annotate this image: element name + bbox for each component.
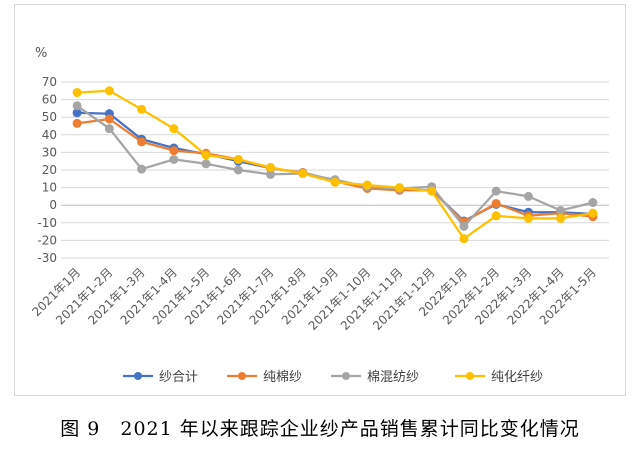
legend-label: 纯棉纱 bbox=[263, 370, 302, 385]
data-point bbox=[588, 208, 598, 218]
data-point bbox=[394, 183, 404, 193]
data-point bbox=[104, 86, 114, 96]
data-point bbox=[104, 124, 114, 134]
y-tick-label: -30 bbox=[37, 251, 57, 265]
y-tick-label: -20 bbox=[37, 233, 57, 247]
data-point bbox=[588, 198, 598, 208]
data-point bbox=[233, 154, 243, 164]
legend-marker bbox=[238, 372, 246, 380]
series-4 bbox=[72, 86, 598, 244]
data-point bbox=[523, 213, 533, 223]
data-point bbox=[201, 150, 211, 160]
data-point bbox=[362, 180, 372, 190]
y-tick-label: 70 bbox=[42, 75, 57, 89]
data-point bbox=[298, 169, 308, 179]
data-point bbox=[104, 114, 114, 124]
data-point bbox=[72, 118, 82, 128]
legend-label: 棉混纺纱 bbox=[367, 370, 419, 385]
y-tick-label: 40 bbox=[42, 128, 57, 142]
data-point bbox=[330, 177, 340, 187]
y-tick-label: 20 bbox=[42, 163, 57, 177]
y-tick-label: 0 bbox=[49, 198, 57, 212]
figure-caption: 图 9 2021 年以来跟踪企业纱产品销售累计同比变化情况 bbox=[60, 418, 580, 440]
data-point bbox=[523, 191, 533, 201]
data-point bbox=[72, 101, 82, 111]
y-tick-label: 30 bbox=[42, 145, 57, 159]
data-point bbox=[169, 124, 179, 134]
series-3 bbox=[72, 101, 598, 231]
y-tick-label: 50 bbox=[42, 110, 57, 124]
data-point bbox=[169, 154, 179, 164]
y-tick-label: 10 bbox=[42, 181, 57, 195]
data-point bbox=[201, 159, 211, 169]
data-point bbox=[556, 205, 566, 215]
legend-label: 纯化纤纱 bbox=[491, 370, 543, 385]
line-chart: %-30-20-100102030405060702021年1月2021年1-2… bbox=[29, 46, 609, 385]
legend-marker bbox=[342, 372, 350, 380]
y-tick-label: -10 bbox=[37, 216, 57, 230]
data-point bbox=[169, 146, 179, 156]
y-unit-label: % bbox=[35, 46, 47, 61]
legend-item: 纱合计 bbox=[123, 370, 198, 385]
legend-item: 纯化纤纱 bbox=[455, 370, 543, 385]
data-point bbox=[491, 198, 501, 208]
data-point bbox=[459, 221, 469, 231]
legend-label: 纱合计 bbox=[159, 370, 198, 385]
data-point bbox=[137, 104, 147, 114]
data-point bbox=[137, 164, 147, 174]
legend-marker bbox=[466, 372, 474, 380]
y-tick-label: 60 bbox=[42, 93, 57, 107]
data-point bbox=[491, 186, 501, 196]
legend-item: 棉混纺纱 bbox=[331, 370, 419, 385]
data-point bbox=[266, 162, 276, 172]
x-tick-label: 2022年1-5月 bbox=[537, 265, 599, 327]
legend-marker bbox=[134, 372, 142, 380]
data-point bbox=[556, 213, 566, 223]
data-point bbox=[137, 137, 147, 147]
legend-item: 纯棉纱 bbox=[227, 370, 302, 385]
data-point bbox=[233, 165, 243, 175]
data-point bbox=[72, 88, 82, 98]
data-point bbox=[491, 211, 501, 221]
data-point bbox=[427, 186, 437, 196]
data-point bbox=[459, 234, 469, 244]
chart-frame: % -30 -20 -10 0 10 20 30 40 50 60 70 2021年1月 2021年1-2… bbox=[14, 4, 626, 396]
